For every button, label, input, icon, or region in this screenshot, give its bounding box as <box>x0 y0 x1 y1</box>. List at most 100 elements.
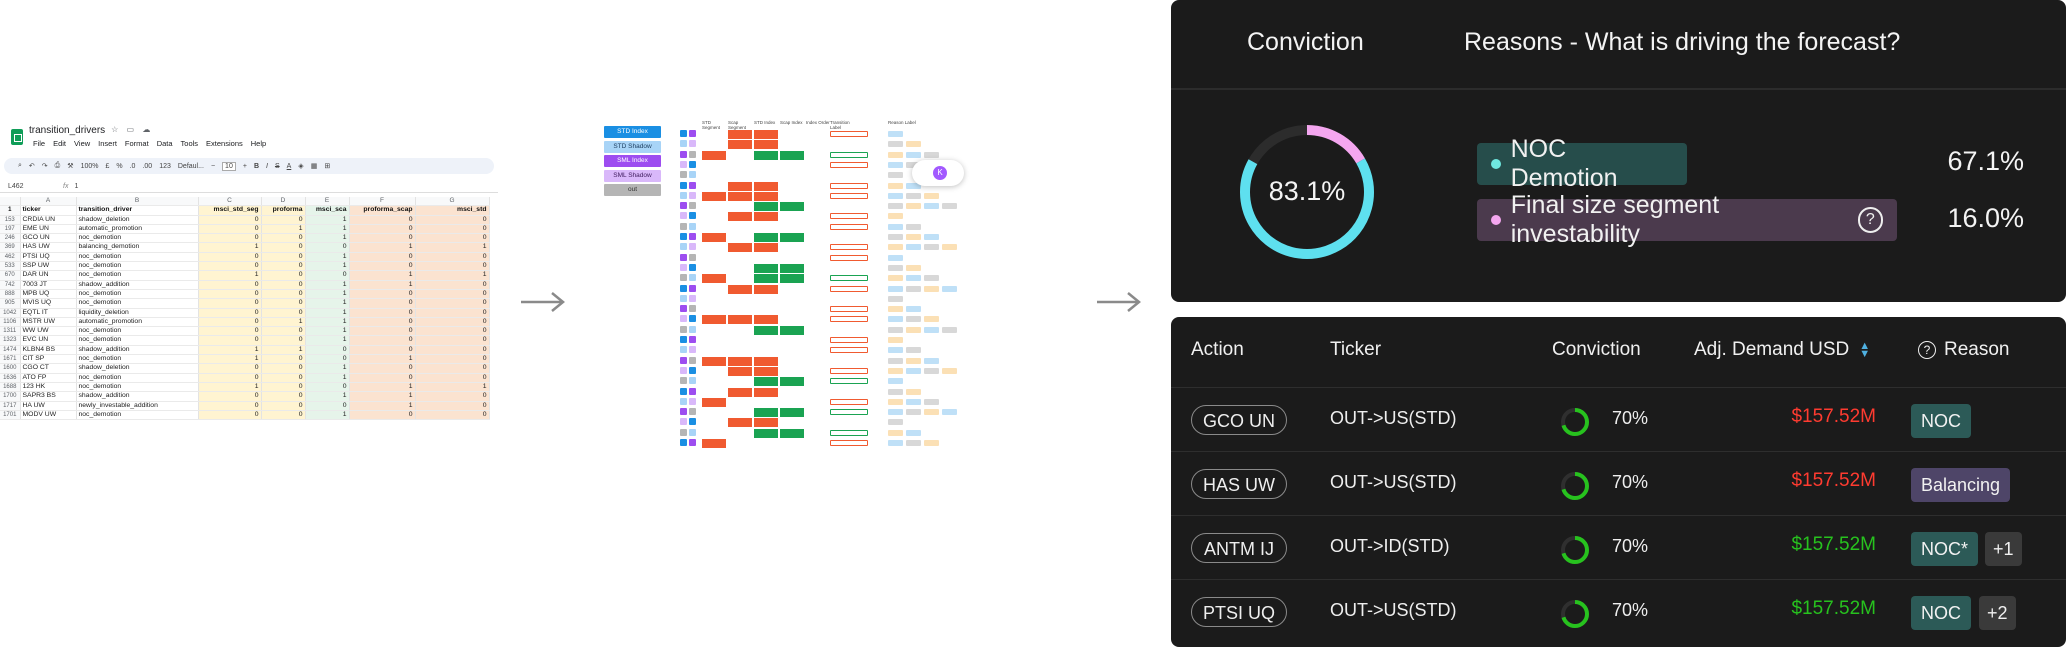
sheet-cell[interactable]: 0 <box>415 354 490 365</box>
strikethrough-button[interactable]: S <box>274 162 280 170</box>
sheet-cell[interactable]: 123 HK <box>20 382 77 393</box>
sheet-cell[interactable]: 1 <box>198 270 262 281</box>
sheet-cell[interactable]: 0 <box>349 345 416 356</box>
sheet-cell[interactable]: 0 <box>415 224 490 235</box>
sheet-cell[interactable]: 1 <box>198 382 262 393</box>
sheet-cell[interactable]: 1 <box>305 373 350 383</box>
row-number[interactable]: 1700 <box>0 391 21 402</box>
sheet-cell[interactable]: DAR UN <box>20 270 77 281</box>
sheet-cell[interactable]: MPB UQ <box>20 289 77 300</box>
sheet-cell[interactable]: SAPR3 BS <box>20 391 77 402</box>
sheet-cell[interactable]: 0 <box>305 242 350 253</box>
sheet-cell[interactable]: 0 <box>415 261 490 272</box>
paint-format-icon[interactable]: ⚒ <box>67 163 74 170</box>
sheet-cell[interactable]: 1 <box>305 289 350 300</box>
menu-item-format[interactable]: Format <box>124 139 149 148</box>
sheet-cell[interactable]: noc_demotion <box>76 289 199 300</box>
sheet-cell[interactable]: balancing_demotion <box>76 242 199 253</box>
fill-color-icon[interactable]: ◈ <box>298 163 304 170</box>
sheet-cell[interactable]: EME UN <box>20 224 77 235</box>
sheet-cell[interactable]: shadow_deletion <box>76 215 199 225</box>
merge-icon[interactable]: ⊞ <box>324 163 331 170</box>
column-header-cell[interactable]: ticker <box>20 205 77 216</box>
column-letter[interactable]: F <box>349 197 416 207</box>
row-number[interactable]: 1671 <box>0 354 21 365</box>
sheet-cell[interactable]: EVC UN <box>20 335 77 346</box>
sheet-cell[interactable]: automatic_promotion <box>76 317 199 328</box>
row-number[interactable]: 1 <box>0 205 21 216</box>
sheet-cell[interactable]: noc_demotion <box>76 233 199 244</box>
sheet-cell[interactable]: 0 <box>198 298 262 309</box>
sheet-cell[interactable]: 1 <box>415 242 490 253</box>
sheet-cell[interactable]: noc_demotion <box>76 410 199 421</box>
sheet-cell[interactable]: 0 <box>198 252 262 263</box>
borders-icon[interactable]: ▦ <box>310 163 318 170</box>
sheet-cell[interactable]: 1 <box>305 280 350 290</box>
sheet-cell[interactable]: shadow_addition <box>76 391 199 402</box>
sheet-cell[interactable]: 1 <box>305 308 350 318</box>
sheet-cell[interactable]: 0 <box>349 261 416 272</box>
sheet-cell[interactable]: 0 <box>198 280 262 290</box>
sheet-cell[interactable]: 0 <box>261 326 306 337</box>
row-number[interactable]: 1701 <box>0 410 21 421</box>
sheet-cell[interactable]: 1 <box>305 233 350 244</box>
sheet-cell[interactable]: 0 <box>198 317 262 328</box>
sheet-cell[interactable]: liquidity_deletion <box>76 308 199 318</box>
sheet-cell[interactable]: 0 <box>261 382 306 393</box>
action-pill[interactable]: GCO UN <box>1191 405 1287 435</box>
row-number[interactable]: 533 <box>0 261 21 272</box>
legend-std-shadow[interactable]: STD Shadow <box>604 140 661 153</box>
sheet-cell[interactable]: 0 <box>261 289 306 300</box>
sheet-cell[interactable]: 0 <box>198 215 262 225</box>
column-header-cell[interactable]: msci_std <box>415 205 490 216</box>
menu-item-help[interactable]: Help <box>250 139 267 148</box>
sheet-cell[interactable]: 1 <box>305 298 350 309</box>
undo-icon[interactable]: ↶ <box>28 163 35 170</box>
row-number[interactable]: 1474 <box>0 345 21 356</box>
sheet-cell[interactable]: shadow_addition <box>76 280 199 290</box>
row-number[interactable]: 153 <box>0 215 21 225</box>
sheet-cell[interactable]: 0 <box>305 345 350 356</box>
reason-chip-noc-demotion[interactable]: NOC Demotion <box>1477 135 1687 192</box>
sheet-cell[interactable]: 0 <box>261 373 306 383</box>
more-reasons-chip[interactable]: +2 <box>1979 596 2016 630</box>
sheet-cell[interactable]: 0 <box>415 233 490 244</box>
column-letter[interactable]: G <box>415 197 490 207</box>
column-header-cell[interactable]: proforma <box>261 205 306 216</box>
row-number[interactable]: 369 <box>0 242 21 253</box>
column-header-cell[interactable]: msci_sca <box>305 205 350 216</box>
sheet-cell[interactable]: 1 <box>198 345 262 356</box>
search-icon[interactable]: ⌕ <box>18 162 22 169</box>
sheet-cell[interactable]: 0 <box>198 401 262 411</box>
sheet-cell[interactable]: 1 <box>305 215 350 225</box>
sheet-cell[interactable]: GCO UN <box>20 233 77 244</box>
table-row[interactable]: PTSI UQ OUT->US(STD) 70% $157.52M NOC +2 <box>1171 579 2066 644</box>
zoom-select[interactable]: 100% <box>80 162 99 170</box>
sheet-cell[interactable]: 1 <box>349 354 416 365</box>
sheet-cell[interactable]: shadow_addition <box>76 345 199 356</box>
sheet-cell[interactable]: 0 <box>415 252 490 263</box>
row-number[interactable]: 905 <box>0 298 21 309</box>
sheet-cell[interactable]: 0 <box>349 335 416 346</box>
sheet-cell[interactable]: noc_demotion <box>76 373 199 383</box>
menu-item-file[interactable]: File <box>33 139 46 148</box>
sheet-cell[interactable]: 1 <box>305 317 350 328</box>
menu-item-data[interactable]: Data <box>156 139 173 148</box>
sheet-cell[interactable]: 1 <box>198 354 262 365</box>
sheet-cell[interactable]: 0 <box>261 363 306 374</box>
menu-item-edit[interactable]: Edit <box>53 139 67 148</box>
table-row[interactable]: HAS UW OUT->US(STD) 70% $157.52M Balancing <box>1171 451 2066 516</box>
row-number[interactable]: 246 <box>0 233 21 244</box>
percent-button[interactable]: % <box>116 162 123 170</box>
row-number[interactable]: 1688 <box>0 382 21 393</box>
sheet-cell[interactable]: 0 <box>198 391 262 402</box>
sheet-cell[interactable]: 0 <box>261 242 306 253</box>
help-icon[interactable]: ? <box>1918 340 1936 359</box>
column-letter[interactable]: A <box>20 197 77 207</box>
reason-chip-final-size-segment[interactable]: Final size segment investability ? <box>1477 191 1897 248</box>
sheet-cell[interactable]: EQTL IT <box>20 308 77 318</box>
row-number[interactable]: 742 <box>0 280 21 290</box>
row-number[interactable]: 1323 <box>0 335 21 346</box>
help-icon[interactable]: ? <box>1857 207 1883 233</box>
sheet-cell[interactable]: 0 <box>349 252 416 263</box>
